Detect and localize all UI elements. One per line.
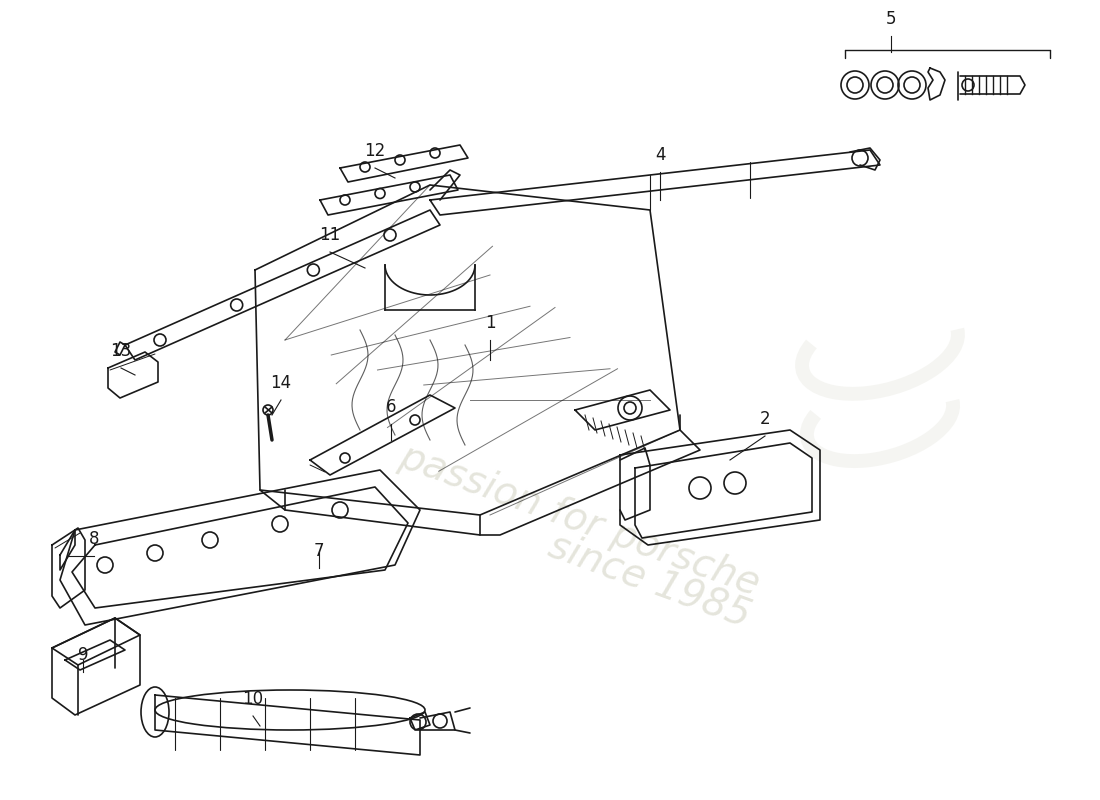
Text: 2: 2 <box>760 410 770 428</box>
Text: 1: 1 <box>485 314 495 332</box>
Text: 5: 5 <box>886 10 896 28</box>
Text: 4: 4 <box>654 146 666 164</box>
Text: 11: 11 <box>319 226 341 244</box>
Text: 10: 10 <box>242 690 264 708</box>
Text: 8: 8 <box>89 530 99 548</box>
Text: 14: 14 <box>271 374 292 392</box>
Text: 13: 13 <box>110 342 132 360</box>
Text: 6: 6 <box>386 398 396 416</box>
Text: passion for porsche: passion for porsche <box>395 437 766 603</box>
Text: 12: 12 <box>364 142 386 160</box>
Text: since 1985: since 1985 <box>543 526 756 634</box>
Text: 7: 7 <box>314 542 324 560</box>
Text: 9: 9 <box>78 646 88 664</box>
